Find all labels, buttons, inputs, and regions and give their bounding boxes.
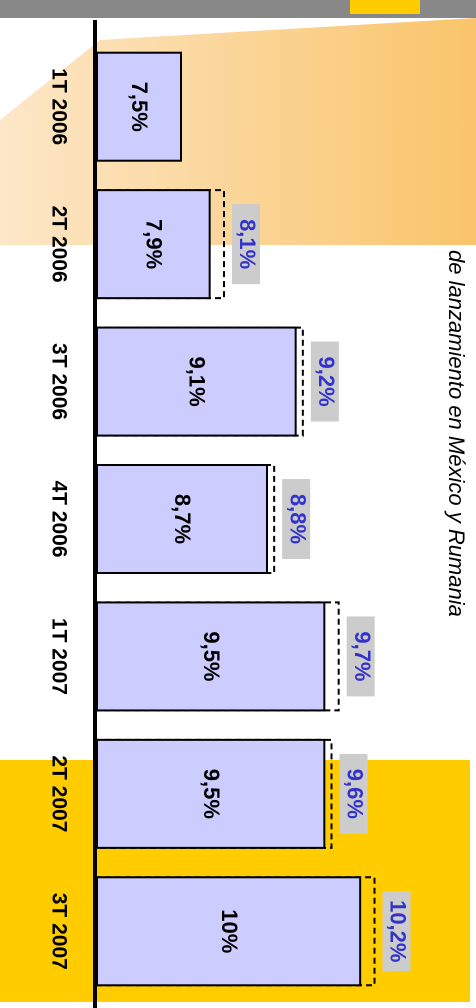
value-label: 7,9%: [142, 219, 167, 269]
category-label: 3T 2007: [47, 893, 70, 970]
target-label: 8,1%: [235, 219, 260, 269]
category-label: 4T 2006: [47, 480, 70, 557]
target-label: 9,7%: [350, 631, 375, 681]
category-label: 1T 2006: [47, 68, 70, 145]
bar: [96, 51, 182, 162]
annotation: de lanzamiento en México y Rumania: [444, 250, 469, 617]
category-label: 2T 2007: [47, 755, 70, 832]
target-label-bg: [382, 891, 411, 972]
value-label: 9,1%: [185, 356, 210, 406]
target-label-bg: [346, 616, 375, 697]
target-label-bg: [339, 753, 368, 834]
value-label: 9,5%: [199, 631, 224, 681]
category-label: 1T 2007: [47, 618, 70, 695]
value-label: 9,5%: [199, 769, 224, 819]
target-label: 8,8%: [285, 494, 310, 544]
category-label: 3T 2006: [47, 343, 70, 420]
target-label: 9,6%: [343, 769, 368, 819]
value-label: 8,7%: [170, 494, 195, 544]
target-label-bg: [310, 341, 339, 422]
top-box: [350, 0, 420, 14]
target-label: 10,2%: [386, 900, 411, 962]
target-label-bg: [282, 479, 311, 559]
bar: [96, 464, 268, 574]
value-label: 10%: [217, 909, 242, 953]
value-label: 7,5%: [127, 82, 152, 132]
target-label: 9,2%: [314, 356, 339, 406]
bar: [96, 601, 326, 712]
bar: [96, 876, 362, 987]
target-label-bg: [232, 204, 260, 285]
category-label: 2T 2006: [47, 206, 70, 283]
